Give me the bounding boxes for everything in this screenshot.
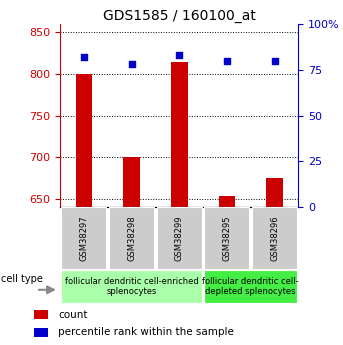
Text: GSM38298: GSM38298 [127, 215, 136, 261]
Text: GSM38299: GSM38299 [175, 215, 184, 261]
Title: GDS1585 / 160100_at: GDS1585 / 160100_at [103, 9, 256, 23]
Text: percentile rank within the sample: percentile rank within the sample [58, 327, 234, 337]
Text: follicular dendritic cell-enriched
splenocytes: follicular dendritic cell-enriched splen… [65, 277, 198, 296]
Point [272, 58, 277, 63]
Text: follicular dendritic cell-
depleted splenocytes: follicular dendritic cell- depleted sple… [202, 277, 299, 296]
Point [224, 58, 230, 63]
Text: GSM38296: GSM38296 [270, 215, 279, 261]
Point [129, 62, 134, 67]
Text: cell type: cell type [1, 274, 43, 284]
Text: count: count [58, 310, 88, 320]
Bar [171, 61, 188, 207]
Bar [157, 207, 202, 269]
Point [177, 52, 182, 58]
Bar [75, 74, 92, 207]
Bar [34, 328, 48, 337]
Bar [61, 270, 202, 303]
Bar [218, 196, 235, 207]
Bar [266, 178, 283, 207]
Bar [109, 207, 154, 269]
Point [81, 54, 86, 60]
Bar [61, 207, 106, 269]
Bar [123, 157, 140, 207]
Bar [204, 270, 297, 303]
Bar [252, 207, 297, 269]
Text: GSM38295: GSM38295 [222, 215, 232, 261]
Bar [34, 310, 48, 319]
Text: GSM38297: GSM38297 [79, 215, 88, 261]
Bar [204, 207, 249, 269]
